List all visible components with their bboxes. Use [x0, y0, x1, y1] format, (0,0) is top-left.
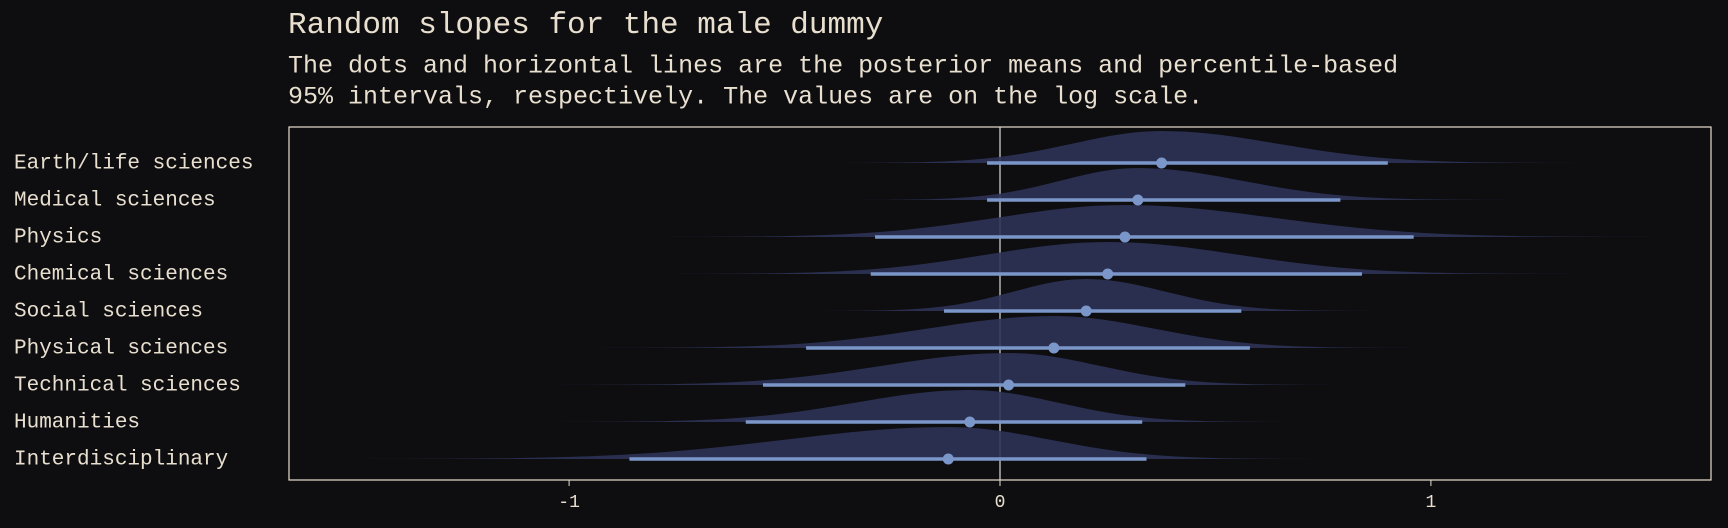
x-tick-label: 1 [1426, 493, 1437, 513]
y-tick-label: Physical sciences [14, 338, 228, 361]
density [507, 353, 1370, 385]
chart-subtitle: 95% intervals, respectively. The values … [288, 83, 1203, 112]
chart-subtitle: The dots and horizontal lines are the po… [288, 52, 1398, 81]
density [614, 205, 1711, 237]
mean-point [1048, 342, 1060, 354]
chart-title: Random slopes for the male dummy [288, 8, 883, 43]
density [830, 168, 1552, 200]
density [805, 131, 1624, 163]
y-tick-label: Physics [14, 227, 102, 250]
mean-point [964, 416, 976, 428]
y-tick-label: Social sciences [14, 301, 203, 324]
density [297, 427, 1353, 459]
mean-point [942, 453, 954, 465]
y-tick-label: Chemical sciences [14, 264, 228, 287]
x-tick-label: -1 [558, 493, 580, 513]
mean-point [1102, 268, 1114, 280]
mean-point [1080, 305, 1092, 317]
y-tick-label: Earth/life sciences [14, 153, 253, 176]
mean-point [1132, 194, 1144, 206]
y-tick-label: Medical sciences [14, 190, 216, 213]
density [548, 316, 1454, 348]
density [624, 242, 1627, 274]
mean-point [1003, 379, 1015, 391]
y-tick-label: Interdisciplinary [14, 449, 228, 472]
y-tick-label: Technical sciences [14, 375, 241, 398]
x-tick-label: 0 [995, 493, 1006, 513]
mean-point [1156, 157, 1168, 169]
mean-point [1119, 231, 1131, 243]
density [796, 279, 1403, 311]
y-tick-label: Humanities [14, 412, 140, 435]
density [512, 390, 1322, 422]
